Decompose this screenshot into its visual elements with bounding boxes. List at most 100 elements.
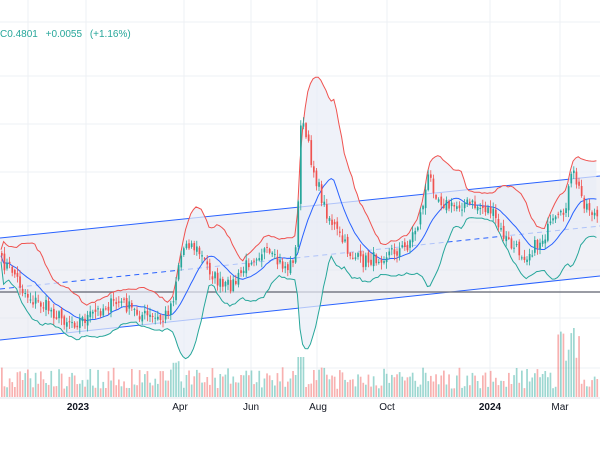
candle-body xyxy=(60,309,63,319)
volume-bar xyxy=(162,371,164,397)
candle-body xyxy=(47,301,50,311)
volume-bar xyxy=(539,377,541,397)
volume-bar xyxy=(268,375,271,397)
candle-body xyxy=(570,173,573,184)
volume-bar xyxy=(16,372,19,397)
volume-bar xyxy=(206,377,209,397)
bb-lower-line xyxy=(0,217,597,360)
volume-bar xyxy=(167,380,170,397)
volume-bar xyxy=(456,375,458,397)
volume-bar xyxy=(248,375,250,397)
candle-body xyxy=(146,310,149,316)
time-axis-label: Apr xyxy=(172,402,188,413)
volume-bar xyxy=(131,369,133,397)
candle-body xyxy=(261,254,263,261)
volume-bar xyxy=(177,361,180,397)
ohlc-readout: C0.4801 +0.0055 (+1.16%) xyxy=(0,29,136,40)
candle-body xyxy=(596,209,599,217)
volume-bar xyxy=(222,376,224,397)
candle-body xyxy=(315,170,318,187)
volume-bar xyxy=(289,378,292,397)
candle-body xyxy=(378,261,380,263)
volume-bar xyxy=(570,333,573,397)
candle-body xyxy=(326,204,328,219)
candle-body xyxy=(240,270,242,274)
candle-body xyxy=(437,199,440,202)
candle-body xyxy=(209,262,211,275)
volume-bar xyxy=(21,380,24,397)
volume-bar xyxy=(258,370,261,397)
volume-bar xyxy=(138,370,141,397)
volume-bar xyxy=(37,383,40,397)
volume-bar xyxy=(349,379,352,397)
candle-body xyxy=(50,309,53,312)
candle-body xyxy=(557,213,560,215)
volume-bar xyxy=(105,388,107,397)
candle-body xyxy=(232,279,235,291)
candle-body xyxy=(489,206,492,214)
time-axis: 2023 Apr Jun Aug Oct 2024 Mar xyxy=(0,397,600,413)
candle-body xyxy=(328,218,331,221)
candle-body xyxy=(110,298,112,312)
candle-body xyxy=(99,311,102,316)
volume-bar xyxy=(284,386,287,397)
volume-bar xyxy=(157,383,159,397)
volume-bar xyxy=(6,387,8,397)
volume-bar xyxy=(458,367,461,397)
candle-body xyxy=(24,293,27,294)
candle-body xyxy=(388,251,391,256)
volume-bar xyxy=(385,373,388,397)
candle-body xyxy=(463,203,466,209)
candle-body xyxy=(201,255,203,257)
candle-body xyxy=(279,260,281,263)
volume-bar xyxy=(42,379,45,397)
candle-body xyxy=(484,205,487,213)
volume-bar xyxy=(133,384,136,397)
candle-body xyxy=(583,197,586,209)
volume-bar xyxy=(266,373,268,397)
candle-body xyxy=(81,317,84,322)
candle-body xyxy=(281,261,284,269)
candle-body xyxy=(164,310,167,320)
volume-bar xyxy=(11,382,14,397)
volume-bar xyxy=(255,382,258,397)
volume-bar xyxy=(380,385,383,397)
volume-bar xyxy=(292,371,294,397)
candle-body xyxy=(42,307,45,309)
close-readout: C0.4801 xyxy=(0,29,38,40)
candle-body xyxy=(84,318,86,323)
volume-bar xyxy=(34,372,37,397)
volume-bar xyxy=(53,386,55,397)
volume-bar xyxy=(344,379,346,397)
volume-bar xyxy=(375,385,378,397)
volume-bar xyxy=(313,370,315,397)
volume-bar xyxy=(99,388,102,397)
candle-body xyxy=(175,281,177,301)
volume-bar xyxy=(261,387,263,397)
candle-body xyxy=(398,248,401,258)
volume-bar xyxy=(388,382,391,397)
volume-bar xyxy=(430,375,432,397)
candle-body xyxy=(385,257,388,263)
candle-body xyxy=(575,171,578,185)
candle-body xyxy=(151,315,154,317)
volume-bar xyxy=(128,388,131,397)
volume-bar xyxy=(411,372,414,397)
volume-bar xyxy=(562,333,565,397)
volume-bar xyxy=(573,328,575,397)
volume-bar xyxy=(453,388,456,397)
candle-body xyxy=(6,263,8,269)
candle-body xyxy=(341,235,344,243)
candle-body xyxy=(515,244,518,246)
candle-body xyxy=(471,200,474,203)
candle-body xyxy=(560,210,562,213)
candle-body xyxy=(320,184,323,204)
volume-bar xyxy=(203,382,206,397)
volume-bar xyxy=(274,385,276,397)
volume-bar xyxy=(422,367,424,397)
candle-body xyxy=(92,311,94,314)
volume-bar xyxy=(318,369,320,397)
volume-bar xyxy=(479,388,482,397)
